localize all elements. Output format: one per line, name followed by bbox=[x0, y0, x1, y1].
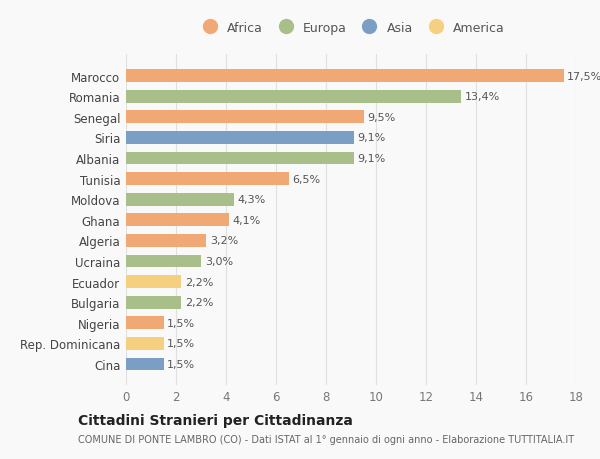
Bar bbox=[126, 317, 163, 330]
Text: COMUNE DI PONTE LAMBRO (CO) - Dati ISTAT al 1° gennaio di ogni anno - Elaborazio: COMUNE DI PONTE LAMBRO (CO) - Dati ISTAT… bbox=[78, 434, 574, 443]
Text: 6,5%: 6,5% bbox=[292, 174, 320, 184]
Bar bbox=[126, 337, 163, 350]
Text: 9,1%: 9,1% bbox=[357, 133, 386, 143]
Bar bbox=[126, 173, 289, 185]
Bar bbox=[126, 132, 353, 145]
Bar bbox=[126, 70, 563, 83]
Text: 4,1%: 4,1% bbox=[232, 215, 260, 225]
Bar bbox=[126, 193, 233, 206]
Bar bbox=[126, 255, 201, 268]
Text: 3,2%: 3,2% bbox=[210, 236, 238, 246]
Bar bbox=[126, 152, 353, 165]
Bar bbox=[126, 358, 163, 370]
Text: 13,4%: 13,4% bbox=[465, 92, 500, 102]
Bar bbox=[126, 90, 461, 103]
Bar bbox=[126, 275, 181, 288]
Bar bbox=[126, 235, 206, 247]
Text: 9,1%: 9,1% bbox=[357, 154, 386, 164]
Text: 9,5%: 9,5% bbox=[367, 112, 395, 123]
Text: 3,0%: 3,0% bbox=[205, 257, 233, 266]
Bar bbox=[126, 214, 229, 227]
Text: 2,2%: 2,2% bbox=[185, 277, 213, 287]
Text: 4,3%: 4,3% bbox=[237, 195, 265, 205]
Text: 1,5%: 1,5% bbox=[167, 318, 196, 328]
Text: 1,5%: 1,5% bbox=[167, 339, 196, 348]
Text: 1,5%: 1,5% bbox=[167, 359, 196, 369]
Text: Cittadini Stranieri per Cittadinanza: Cittadini Stranieri per Cittadinanza bbox=[78, 414, 353, 428]
Bar bbox=[126, 111, 364, 124]
Legend: Africa, Europa, Asia, America: Africa, Europa, Asia, America bbox=[197, 22, 505, 34]
Bar bbox=[126, 296, 181, 309]
Text: 17,5%: 17,5% bbox=[567, 72, 600, 81]
Text: 2,2%: 2,2% bbox=[185, 297, 213, 308]
